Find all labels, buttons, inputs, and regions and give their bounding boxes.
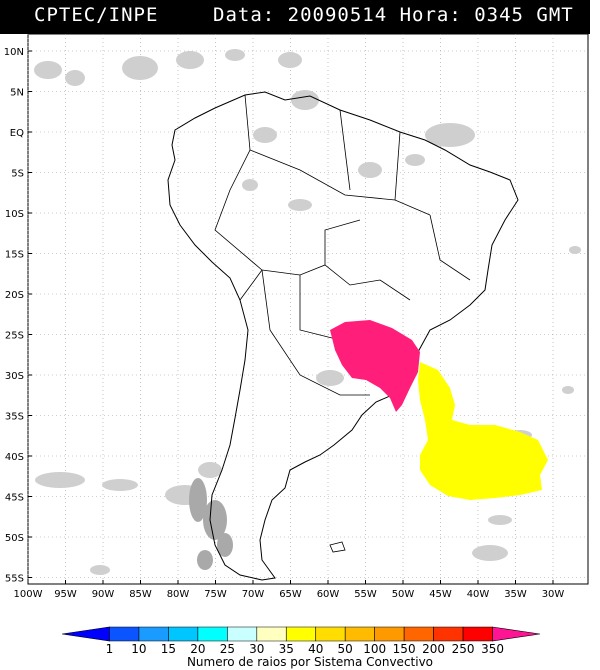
convective-system-magenta	[330, 320, 420, 412]
lat-label: 30S	[5, 371, 24, 382]
latitude-labels: 10N 5N EQ 5S 10S 15S 20S 25S 30S 35S 40S 45S 50S 55S	[4, 47, 24, 585]
colorbar-label: 35	[279, 642, 294, 656]
colorbar-label: 50	[338, 642, 353, 656]
colorbar-label: 30	[249, 642, 264, 656]
lon-label: 65W	[279, 589, 302, 600]
colorbar-label: 40	[308, 642, 323, 656]
lon-label: 70W	[242, 589, 265, 600]
lon-label: 45W	[429, 589, 452, 600]
colorbar-label: 200	[422, 642, 445, 656]
colorbar-caption: Numero de raios por Sistema Convectivo	[187, 655, 433, 669]
colorbar-swatch	[197, 626, 228, 642]
colorbar-swatch	[374, 626, 405, 642]
lat-label: 5S	[11, 169, 24, 180]
lat-label: 50S	[5, 533, 24, 544]
lat-label: 15S	[5, 250, 24, 261]
lon-label: 80W	[167, 589, 190, 600]
cloud-cover-dense	[189, 478, 233, 570]
lat-label: 25S	[5, 331, 24, 342]
lon-label: 95W	[54, 589, 77, 600]
colorbar-label: 150	[393, 642, 416, 656]
colorbar-label: 350	[481, 642, 504, 656]
map-frame	[27, 33, 589, 585]
colorbar-swatch	[403, 626, 434, 642]
colorbar-label: 25	[220, 642, 235, 656]
colorbar-swatch	[315, 626, 346, 642]
lon-label: 40W	[467, 589, 490, 600]
lon-label: 90W	[92, 589, 115, 600]
colorbar-label: 10	[131, 642, 146, 656]
lon-label: 50W	[392, 589, 415, 600]
lat-label: 10N	[4, 47, 24, 58]
lon-label: 75W	[204, 589, 227, 600]
colorbar-swatch	[61, 626, 110, 642]
colorbar-swatch	[138, 626, 169, 642]
lat-label: 10S	[5, 209, 24, 220]
datetime-title: Data: 20090514 Hora: 0345 GMT	[213, 4, 574, 26]
lon-label: 60W	[317, 589, 340, 600]
title-bar: CPTEC/INPE Data: 20090514 Hora: 0345 GMT	[0, 0, 590, 34]
lon-label: 55W	[354, 589, 377, 600]
lat-label: 5N	[10, 88, 24, 99]
colorbar-swatch	[492, 626, 541, 642]
colorbar-swatch	[462, 626, 493, 642]
colorbar-swatch	[168, 626, 199, 642]
lon-label: 35W	[504, 589, 527, 600]
colorbar-swatch	[256, 626, 287, 642]
lat-label: 55S	[5, 574, 24, 585]
south-america-outline	[167, 91, 519, 581]
colorbar-label: 1	[106, 642, 114, 656]
colorbar-swatch	[227, 626, 258, 642]
longitude-labels: 100W 95W 90W 85W 80W 75W 70W 65W 60W 55W 50W 45W 40W…	[14, 589, 565, 600]
country-borders	[214, 94, 471, 396]
lon-label: 30W	[542, 589, 565, 600]
colorbar-swatch	[344, 626, 375, 642]
lat-label: EQ	[10, 128, 24, 139]
lat-label: 35S	[5, 412, 24, 423]
colorbar-label: 250	[452, 642, 475, 656]
colorbar-label: 100	[363, 642, 386, 656]
colorbar-label: 15	[161, 642, 176, 656]
colorbar-label: 20	[190, 642, 205, 656]
colorbar-swatch	[285, 626, 317, 642]
colorbar-swatch	[433, 626, 464, 642]
falkland-islands	[329, 541, 346, 553]
lon-label: 100W	[14, 589, 43, 600]
lon-label: 85W	[129, 589, 152, 600]
colorbar: 1 10 15 20 25 30 35 40 50 100 150 200 250 350	[61, 626, 541, 656]
lat-label: 40S	[5, 452, 24, 463]
source-title: CPTEC/INPE	[34, 4, 159, 26]
lat-label: 45S	[5, 493, 24, 504]
lat-label: 20S	[5, 290, 24, 301]
convective-system-yellow	[418, 362, 548, 500]
cloud-cover	[34, 49, 581, 575]
colorbar-swatch	[109, 626, 140, 642]
